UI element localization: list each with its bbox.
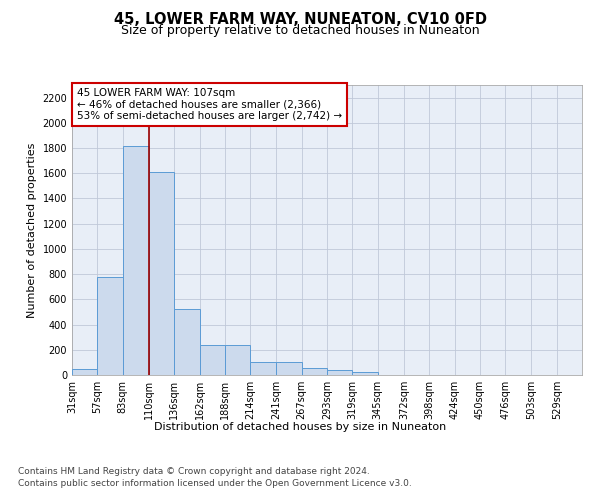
Bar bbox=[199, 344, 225, 375]
Bar bbox=[327, 370, 352, 375]
Bar bbox=[277, 362, 302, 375]
Bar bbox=[302, 368, 327, 375]
Text: Contains public sector information licensed under the Open Government Licence v3: Contains public sector information licen… bbox=[18, 479, 412, 488]
Text: Size of property relative to detached houses in Nuneaton: Size of property relative to detached ho… bbox=[121, 24, 479, 37]
Bar bbox=[149, 172, 174, 375]
Text: Contains HM Land Registry data © Crown copyright and database right 2024.: Contains HM Land Registry data © Crown c… bbox=[18, 468, 370, 476]
Bar bbox=[250, 362, 277, 375]
Bar bbox=[352, 372, 377, 375]
Bar bbox=[174, 310, 200, 375]
Bar bbox=[97, 276, 122, 375]
Bar bbox=[225, 346, 250, 375]
Bar bbox=[72, 368, 97, 375]
Bar bbox=[122, 146, 149, 375]
Text: 45, LOWER FARM WAY, NUNEATON, CV10 0FD: 45, LOWER FARM WAY, NUNEATON, CV10 0FD bbox=[113, 12, 487, 28]
Text: 45 LOWER FARM WAY: 107sqm
← 46% of detached houses are smaller (2,366)
53% of se: 45 LOWER FARM WAY: 107sqm ← 46% of detac… bbox=[77, 88, 342, 121]
Text: Distribution of detached houses by size in Nuneaton: Distribution of detached houses by size … bbox=[154, 422, 446, 432]
Y-axis label: Number of detached properties: Number of detached properties bbox=[27, 142, 37, 318]
